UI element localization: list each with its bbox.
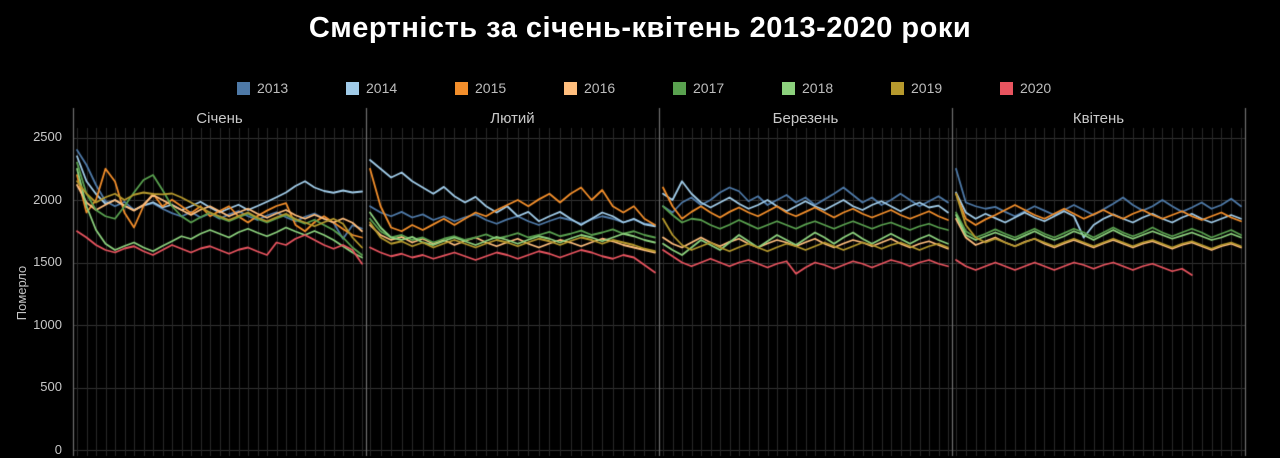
panel-header-march: Березень (772, 110, 839, 127)
y-tick-1000: 1000 (33, 317, 62, 332)
panel-header-february: Лютий (490, 110, 535, 127)
y-tick-1500: 1500 (33, 254, 62, 269)
y-tick-500: 500 (40, 379, 62, 394)
y-tick-2000: 2000 (33, 192, 62, 207)
y-tick-0: 0 (54, 442, 62, 457)
panel-header-april: Квітень (1072, 110, 1125, 127)
panel-header-january: Січень (196, 110, 243, 127)
y-tick-2500: 2500 (33, 129, 62, 144)
y-axis-title: Померло (14, 265, 29, 321)
